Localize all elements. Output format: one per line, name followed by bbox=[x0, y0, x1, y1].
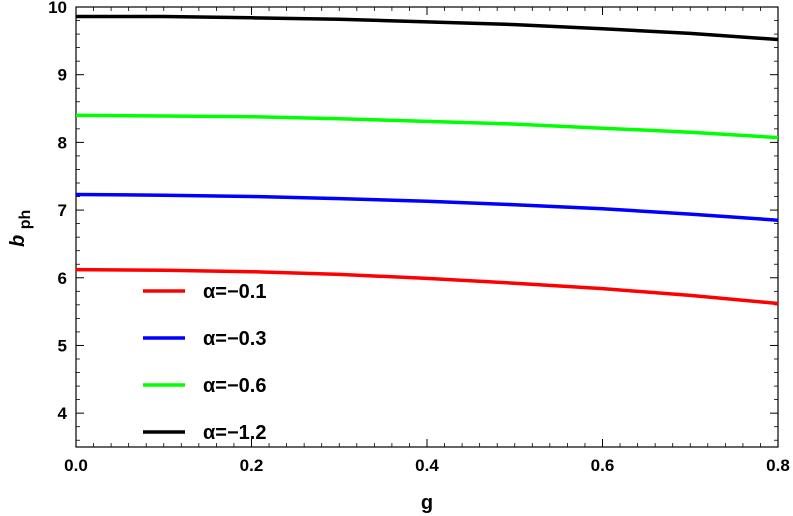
legend-label-3: α=−1.2 bbox=[203, 422, 266, 444]
series-lines bbox=[75, 14, 779, 306]
y-axis-ticks: 4 5 6 7 8 9 10 bbox=[48, 0, 778, 441]
series-line-0 bbox=[75, 267, 779, 306]
y-tick-label: 4 bbox=[58, 404, 68, 423]
y-axis-label-main: b bbox=[7, 235, 29, 247]
x-axis-label: g bbox=[421, 492, 433, 514]
series-line-2 bbox=[75, 113, 779, 140]
y-tick-label: 5 bbox=[58, 336, 67, 355]
y-tick-label: 8 bbox=[58, 133, 67, 152]
legend: α=−0.1 α=−0.3 α=−0.6 α=−1.2 bbox=[143, 281, 266, 444]
y-tick-label: 9 bbox=[58, 66, 67, 85]
x-tick-label: 0.4 bbox=[415, 456, 439, 475]
x-tick-label: 0.0 bbox=[64, 456, 88, 475]
y-tick-label: 6 bbox=[58, 269, 67, 288]
x-tick-label: 0.2 bbox=[240, 456, 264, 475]
x-axis-ticks: 0.0 0.2 0.4 0.6 0.8 bbox=[64, 7, 790, 475]
series-line-3 bbox=[76, 14, 779, 42]
y-tick-label: 10 bbox=[48, 0, 67, 17]
y-axis-label: b ph bbox=[7, 210, 34, 247]
y-tick-label: 7 bbox=[58, 201, 67, 220]
y-axis-label-subscript: ph bbox=[17, 210, 34, 230]
legend-label-0: α=−0.1 bbox=[203, 281, 266, 303]
x-tick-label: 0.8 bbox=[766, 456, 790, 475]
x-tick-label: 0.6 bbox=[591, 456, 615, 475]
legend-label-2: α=−0.6 bbox=[203, 375, 266, 397]
series-line-1 bbox=[75, 192, 779, 222]
plot-frame bbox=[75, 6, 779, 448]
legend-label-1: α=−0.3 bbox=[203, 328, 266, 350]
